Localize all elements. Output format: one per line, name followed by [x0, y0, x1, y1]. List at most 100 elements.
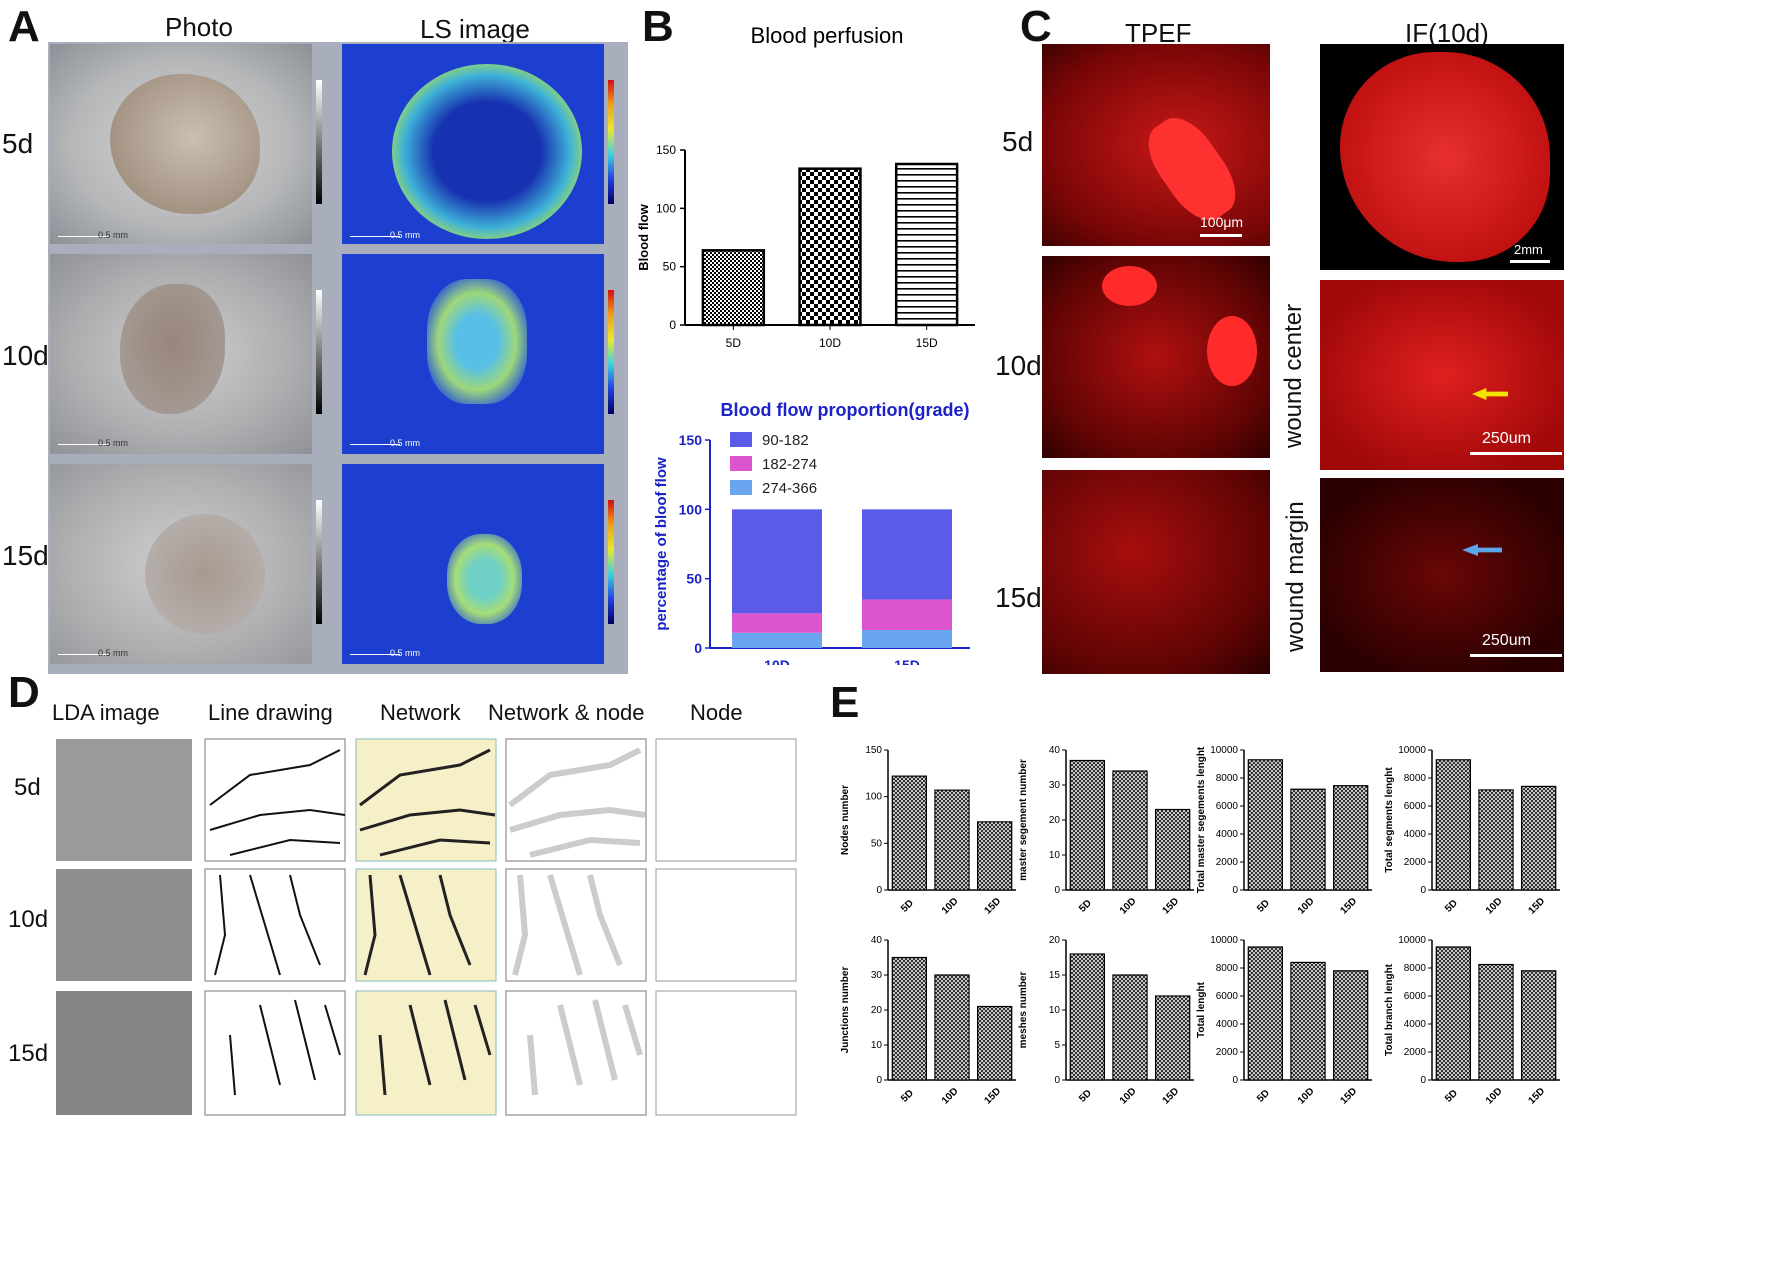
- y-axis-label: Total branch lenght: [1384, 963, 1395, 1056]
- x-tick-label: 5D: [1255, 1088, 1272, 1105]
- jet-colorbar: [608, 80, 614, 204]
- vessel: [1207, 316, 1257, 386]
- network-lines: [363, 874, 472, 976]
- panel-label-e: E: [830, 678, 860, 727]
- yellow-arrow-icon: [1472, 388, 1508, 400]
- scale-bar-line: [58, 236, 108, 237]
- network-gray-lines: [512, 874, 623, 976]
- x-tick-label: 15D: [1339, 1086, 1360, 1107]
- network-15d: [355, 990, 497, 1116]
- bar: [934, 789, 970, 891]
- x-tick-label: 15D: [916, 336, 938, 350]
- y-tick-label: 150: [679, 432, 703, 448]
- blood-flow-proportion-chart: Blood flow proportion(grade) 0 50 100 150 per…: [653, 400, 970, 665]
- bar: [1333, 970, 1369, 1081]
- blood-perfusion-chart: Blood perfusion 0 50 100 150 Blood flow 5D 10D 1…: [636, 23, 975, 350]
- y-tick-label: 0: [876, 1075, 882, 1086]
- row-label-5d: 5d: [1002, 126, 1034, 157]
- y-tick-label: 8000: [1404, 963, 1427, 974]
- panel-label-a: A: [8, 2, 40, 51]
- tpef-image-5d: 100μm: [1042, 44, 1270, 246]
- bar: [934, 974, 970, 1081]
- y-tick-label: 10000: [1210, 935, 1238, 946]
- scale-bar-line: [1470, 654, 1562, 657]
- stacked-segment: [732, 509, 822, 614]
- y-tick-label: 0: [1054, 1075, 1060, 1086]
- col-header-ls: LS image: [420, 14, 530, 44]
- bar: [798, 167, 862, 327]
- bar: [1155, 995, 1191, 1081]
- scale-bar-label: 0.5 mm: [390, 648, 421, 658]
- y-tick-label: 100: [679, 501, 703, 517]
- mini-chart-total_branch: 0 2000 4000 6000 8000 10000 Total branch lengh…: [1384, 935, 1560, 1107]
- y-tick-label: 0: [1054, 885, 1060, 896]
- photo-5d: 0.5 mm: [50, 44, 312, 244]
- scale-bar-label: 250um: [1482, 430, 1531, 447]
- y-tick-label: 2000: [1404, 857, 1427, 868]
- row-label-10d: 10d: [2, 340, 49, 371]
- y-axis-label: Total master segements lenght: [1196, 746, 1207, 893]
- label-wound-margin: wound margin: [1282, 501, 1309, 652]
- y-tick-label: 100: [656, 201, 676, 215]
- row-label-15d: 15d: [995, 582, 1042, 613]
- scale-bar-label: 100μm: [1200, 214, 1244, 230]
- label-wound-center: wound center: [1280, 303, 1307, 448]
- scale-bar-line: [350, 236, 400, 237]
- photo-15d: 0.5 mm: [50, 464, 312, 664]
- wound-5d: [110, 74, 260, 214]
- y-tick-label: 6000: [1404, 991, 1427, 1002]
- x-tick-label: 5D: [1255, 898, 1272, 915]
- if-image-wound-margin: 250um: [1320, 478, 1564, 672]
- wound-15d: [145, 514, 265, 634]
- y-tick-label: 10000: [1398, 935, 1426, 946]
- row-label-15d: 15d: [2, 540, 49, 571]
- x-tick-label: 15D: [983, 896, 1004, 917]
- jet-colorbar: [608, 290, 614, 414]
- x-tick-label: 10D: [819, 336, 841, 350]
- y-tick-label: 20: [871, 1005, 883, 1016]
- scale-bar-label: 2mm: [1514, 242, 1543, 257]
- scale-bar-line: [58, 444, 108, 445]
- y-tick-label: 8000: [1216, 963, 1239, 974]
- perfusion-ring-5d: [392, 64, 582, 239]
- mini-chart-meshes: 0 5 10 15 20 meshes number 5D 10D 15D: [1018, 935, 1194, 1107]
- y-tick-label: 2000: [1216, 857, 1239, 868]
- y-tick-label: 0: [876, 885, 882, 896]
- bar: [1069, 759, 1105, 891]
- x-tick-label: 5D: [1443, 898, 1460, 915]
- panel-d-grid: [56, 738, 797, 1116]
- col-header-node: Node: [690, 700, 743, 725]
- panel-label-b: B: [642, 2, 674, 51]
- stacked-segment: [862, 599, 952, 630]
- x-tick-label: 15D: [1339, 896, 1360, 917]
- stacked-segment: [862, 629, 952, 648]
- legend-label: 182-274: [762, 456, 817, 473]
- row-label-10d: 10d: [8, 906, 49, 933]
- bar: [977, 1005, 1013, 1081]
- bar: [1478, 789, 1514, 891]
- bar: [1478, 963, 1514, 1081]
- y-tick-label: 0: [1232, 1075, 1238, 1086]
- y-tick-label: 10: [871, 1040, 883, 1051]
- y-tick-label: 4000: [1216, 829, 1239, 840]
- bar: [1069, 953, 1105, 1081]
- scale-bar-label: 0.5 mm: [98, 438, 129, 448]
- network-lines: [378, 999, 492, 1096]
- tissue: [1340, 52, 1550, 262]
- lda-image-10d: [56, 869, 192, 981]
- x-tick-label: 10D: [1118, 896, 1139, 917]
- perfusion-area-15d: [447, 534, 522, 624]
- y-axis-label: Nodes number: [840, 785, 851, 855]
- bar: [891, 956, 928, 1081]
- y-axis-label: meshes number: [1018, 972, 1029, 1049]
- grayscale-colorbar: [316, 290, 322, 414]
- y-axis-label: Total segments lenght: [1384, 767, 1395, 873]
- col-header-line-drawing: Line drawing: [208, 700, 333, 725]
- vessel: [1102, 266, 1157, 306]
- scale-bar-line: [1470, 452, 1562, 455]
- legend-label: 274-366: [762, 480, 817, 497]
- row-label-10d: 10d: [995, 350, 1042, 381]
- grayscale-colorbar: [316, 500, 322, 624]
- x-tick-label: 15D: [1161, 896, 1182, 917]
